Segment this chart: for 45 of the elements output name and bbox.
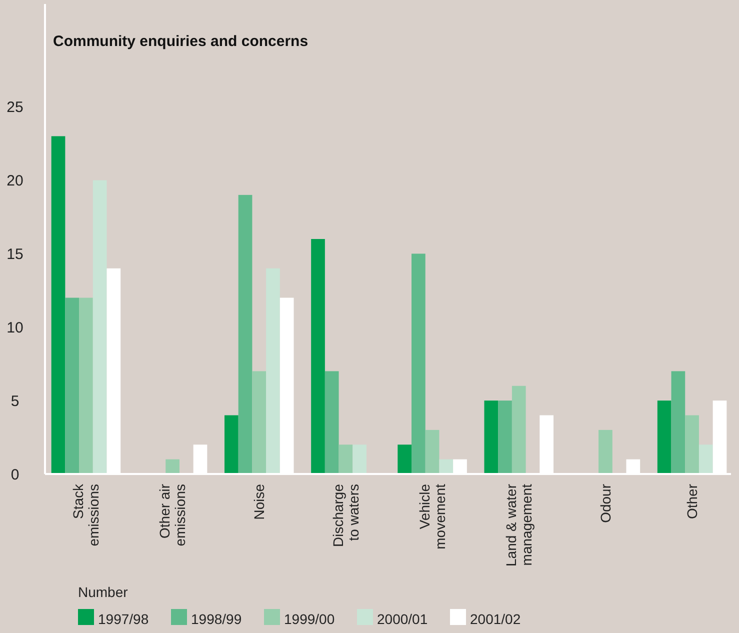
bar (92, 180, 107, 474)
bar (512, 386, 526, 474)
x-tick-label: Noise (251, 484, 268, 520)
y-tick-label: 0 (10, 466, 20, 484)
bar (671, 371, 686, 474)
bar (51, 136, 66, 474)
bar (252, 371, 266, 474)
bar (412, 254, 426, 474)
x-tick-label: Vehicle movement (416, 484, 448, 550)
x-tick-label: Stack emissions (70, 483, 102, 546)
y-tick-label: 5 (10, 392, 20, 410)
legend-label: 1999/00 (284, 611, 335, 627)
y-tick-label: 20 (6, 172, 24, 190)
bar (352, 444, 366, 474)
bar (224, 415, 238, 474)
bar (484, 400, 498, 474)
legend-label: 2001/02 (470, 611, 521, 627)
bar (657, 400, 672, 474)
bar (79, 298, 93, 474)
bar (698, 444, 713, 474)
legend-label: 1998/99 (191, 611, 242, 627)
bar (65, 298, 80, 474)
bar (398, 444, 412, 474)
bar (685, 415, 699, 474)
bar (338, 444, 353, 474)
bar (166, 459, 180, 474)
bar (498, 400, 512, 474)
x-tick-label: Other (684, 484, 700, 520)
y-tick-label: 15 (6, 246, 24, 263)
legend-label: 2000/01 (377, 611, 428, 627)
bar (598, 430, 612, 474)
y-tick-label: 10 (6, 319, 24, 336)
bar (266, 268, 280, 474)
x-tick-label: Discharge to waters (330, 484, 362, 548)
bar (439, 459, 454, 474)
x-tick-label: Other air emissions (156, 484, 188, 546)
bar (324, 371, 339, 474)
y-tick-label: 25 (6, 99, 24, 116)
legend-label: 1997/98 (98, 611, 149, 627)
text: Community enquiries and concerns (53, 33, 308, 50)
bar (311, 239, 325, 474)
x-tick-label: Odour (597, 484, 614, 523)
bar (425, 430, 440, 474)
bar (238, 194, 252, 474)
legend-title: Number (78, 584, 128, 600)
